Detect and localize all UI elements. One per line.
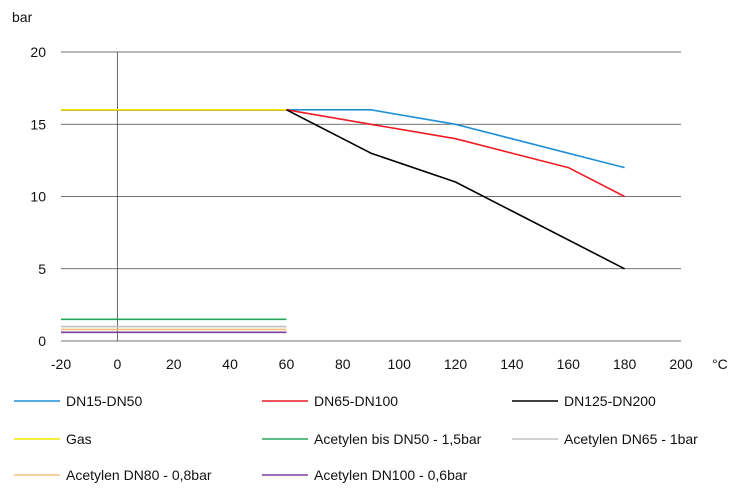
- x-tick-label: 140: [500, 356, 524, 372]
- y-tick-label: 5: [38, 261, 46, 277]
- y-tick-label: 15: [30, 116, 46, 132]
- legend-item: Acetylen DN80 - 0,8bar: [14, 467, 212, 483]
- x-tick-label: 100: [388, 356, 412, 372]
- legend-label: DN15-DN50: [66, 393, 142, 409]
- series-line-3: [61, 109, 625, 270]
- legend-label: Gas: [66, 431, 92, 447]
- x-tick-label: 200: [669, 356, 693, 372]
- legend-item: Acetylen bis DN50 - 1,5bar: [262, 431, 482, 447]
- legend: DN15-DN50 DN65-DN100 DN125-DN200 Gas Acetyle…: [14, 393, 698, 483]
- grid-layer: [61, 51, 681, 342]
- legend-item: DN15-DN50: [14, 393, 142, 409]
- x-tick-label: 40: [222, 356, 238, 372]
- legend-item: DN125-DN200: [512, 393, 656, 409]
- x-tick-label: 60: [279, 356, 295, 372]
- series-line-2: [61, 109, 625, 198]
- y-tick-label: 0: [38, 333, 46, 349]
- legend-label: Acetylen DN65 - 1bar: [564, 431, 698, 447]
- x-tick-label: 160: [557, 356, 581, 372]
- x-tick-label: 120: [444, 356, 468, 372]
- legend-item: Acetylen DN100 - 0,6bar: [262, 467, 468, 483]
- x-tick-label: 0: [113, 356, 121, 372]
- x-tick-label: -20: [51, 356, 71, 372]
- legend-item: Acetylen DN65 - 1bar: [512, 431, 698, 447]
- legend-item: Gas: [14, 431, 92, 447]
- legend-item: DN65-DN100: [262, 393, 398, 409]
- legend-label: DN125-DN200: [564, 393, 656, 409]
- x-tick-label: 80: [335, 356, 351, 372]
- y-tick-label: 20: [30, 44, 46, 60]
- legend-label: Acetylen DN100 - 0,6bar: [314, 467, 468, 483]
- legend-label: Acetylen DN80 - 0,8bar: [66, 467, 212, 483]
- x-axis-unit-label: °C: [712, 356, 728, 372]
- legend-label: Acetylen bis DN50 - 1,5bar: [314, 431, 482, 447]
- y-tick-label: 10: [30, 189, 46, 205]
- tick-layer: 0 5 10 15 20 -20 0 20 40 60 80 100 120 140 160 180 200: [30, 44, 692, 372]
- y-axis-unit-label: bar: [12, 9, 33, 25]
- legend-label: DN65-DN100: [314, 393, 398, 409]
- x-tick-label: 20: [166, 356, 182, 372]
- series-layer: [61, 109, 625, 334]
- x-tick-label: 180: [613, 356, 637, 372]
